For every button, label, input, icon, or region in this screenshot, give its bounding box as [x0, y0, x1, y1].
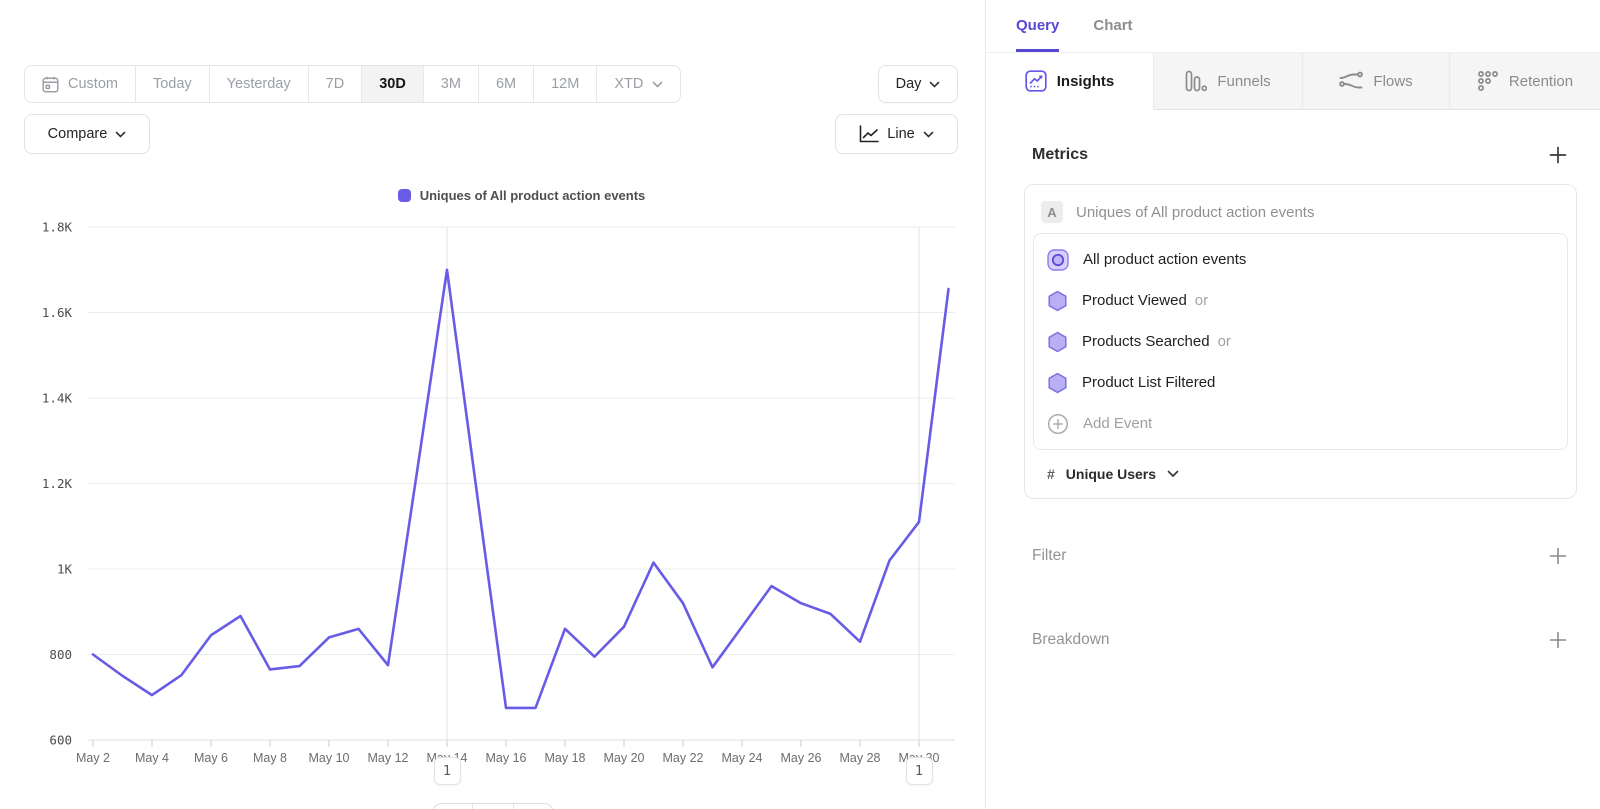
add-metric-button[interactable]	[1549, 146, 1567, 164]
metric-card: A Uniques of All product action events A…	[1024, 184, 1577, 499]
date-range-3m[interactable]: 3M	[423, 66, 479, 102]
add-event-button[interactable]: Add Event	[1034, 403, 1567, 444]
svg-text:May 4: May 4	[135, 751, 169, 765]
line-chart-icon	[859, 125, 880, 143]
event-hexagon-icon	[1048, 290, 1067, 311]
svg-text:May 24: May 24	[722, 751, 763, 765]
svg-text:1.8K: 1.8K	[42, 220, 73, 235]
chevron-down-icon	[116, 131, 126, 138]
filter-section: Filter	[1024, 547, 1577, 565]
footer-cell	[473, 804, 514, 809]
metric-card-title: Uniques of All product action events	[1076, 203, 1315, 221]
measurement-dropdown[interactable]: # Unique Users	[1033, 450, 1568, 498]
chart-legend[interactable]: Uniques of All product action events	[88, 188, 955, 203]
svg-text:May 8: May 8	[253, 751, 287, 765]
date-range-label: Custom	[68, 76, 118, 92]
event-list: All product action events Product Viewed…	[1033, 233, 1568, 450]
insights-icon	[1025, 70, 1047, 92]
tab-retention[interactable]: Retention	[1450, 53, 1600, 110]
svg-text:1.6K: 1.6K	[42, 305, 73, 320]
event-or-label: or	[1217, 333, 1231, 350]
legend-label: Uniques of All product action events	[419, 188, 646, 203]
svg-text:1.2K: 1.2K	[42, 476, 73, 491]
date-range-30d[interactable]: 30D	[362, 66, 424, 102]
date-range-12m[interactable]: 12M	[534, 66, 598, 102]
svg-text:May 20: May 20	[604, 751, 645, 765]
tab-insights[interactable]: Insights	[986, 53, 1154, 110]
flows-icon	[1339, 71, 1364, 89]
svg-text:800: 800	[49, 647, 72, 662]
svg-text:May 2: May 2	[76, 751, 110, 765]
svg-text:May 28: May 28	[840, 751, 881, 765]
date-range-today[interactable]: Today	[135, 66, 210, 102]
plus-icon	[1549, 547, 1567, 565]
chart-type-dropdown[interactable]: Line	[835, 114, 958, 154]
tab-query[interactable]: Query	[1016, 0, 1060, 52]
tab-flows[interactable]: Flows	[1303, 53, 1450, 110]
svg-text:May 12: May 12	[368, 751, 409, 765]
date-range-xtd[interactable]: XTD	[597, 66, 681, 102]
svg-text:May 18: May 18	[545, 751, 586, 765]
svg-text:May 26: May 26	[781, 751, 822, 765]
compare-dropdown[interactable]: Compare	[24, 114, 150, 154]
event-group-icon	[1047, 248, 1069, 271]
query-builder-panel: Query Chart Insights Funnels	[985, 0, 1600, 809]
annotation-marker[interactable]: 1	[905, 757, 933, 785]
svg-text:May 22: May 22	[663, 751, 704, 765]
svg-text:May 10: May 10	[309, 751, 350, 765]
plus-icon	[1549, 631, 1567, 649]
filter-title: Filter	[1032, 547, 1067, 564]
event-row-product-viewed[interactable]: Product Viewed or	[1034, 280, 1567, 321]
breakdown-title: Breakdown	[1032, 631, 1110, 648]
date-range-custom[interactable]: Custom	[25, 66, 136, 102]
date-range-yesterday[interactable]: Yesterday	[209, 66, 309, 102]
plus-icon	[1549, 146, 1567, 164]
svg-text:1K: 1K	[57, 562, 73, 577]
chevron-down-icon	[1167, 470, 1179, 478]
svg-text:1.4K: 1.4K	[42, 391, 73, 406]
date-range-control: Custom Today Yesterday 7D 30D 3M 6M 12M …	[24, 65, 682, 103]
event-row-all-product-action-events[interactable]: All product action events	[1034, 239, 1567, 280]
chart-panel: 600 800 1K 1.2K 1.4K 1.6K 1.8K May 2 May 4 May 6 M…	[24, 65, 958, 809]
add-breakdown-button[interactable]	[1549, 631, 1567, 649]
panel-tabs: Query Chart	[986, 0, 1600, 52]
query-builder-content: Metrics A Uniques of All product action …	[986, 146, 1600, 649]
hash-icon: #	[1047, 466, 1055, 482]
event-row-product-list-filtered[interactable]: Product List Filtered	[1034, 362, 1567, 403]
metric-card-header[interactable]: A Uniques of All product action events	[1033, 191, 1568, 233]
metrics-section-header: Metrics	[1024, 146, 1577, 164]
metrics-title: Metrics	[1032, 146, 1089, 163]
footer-cell	[514, 804, 553, 809]
event-or-label: or	[1194, 292, 1209, 309]
svg-text:May 16: May 16	[486, 751, 527, 765]
annotation-marker[interactable]: 1	[433, 757, 461, 785]
breakdown-section: Breakdown	[1024, 631, 1577, 649]
chevron-down-icon	[930, 81, 940, 88]
svg-text:600: 600	[49, 733, 72, 748]
legend-swatch	[397, 189, 411, 202]
report-type-tabs: Insights Funnels Flows	[986, 52, 1600, 110]
retention-icon	[1477, 71, 1498, 91]
calendar-icon	[42, 76, 59, 93]
chart-footer-control[interactable]	[432, 803, 554, 809]
tab-funnels[interactable]: Funnels	[1154, 53, 1303, 110]
event-hexagon-icon	[1048, 331, 1067, 352]
chevron-down-icon	[653, 81, 663, 88]
event-row-products-searched[interactable]: Products Searched or	[1034, 321, 1567, 362]
tab-chart[interactable]: Chart	[1093, 17, 1133, 34]
date-range-7d[interactable]: 7D	[308, 66, 363, 102]
chevron-down-icon	[923, 131, 934, 138]
add-filter-button[interactable]	[1549, 547, 1567, 565]
footer-cell	[433, 804, 474, 809]
metric-badge: A	[1041, 201, 1063, 223]
add-circle-icon	[1047, 413, 1069, 434]
svg-text:May 6: May 6	[194, 751, 228, 765]
event-hexagon-icon	[1048, 372, 1067, 393]
granularity-dropdown[interactable]: Day	[878, 65, 958, 103]
funnels-icon	[1185, 70, 1208, 92]
date-range-6m[interactable]: 6M	[478, 66, 535, 102]
